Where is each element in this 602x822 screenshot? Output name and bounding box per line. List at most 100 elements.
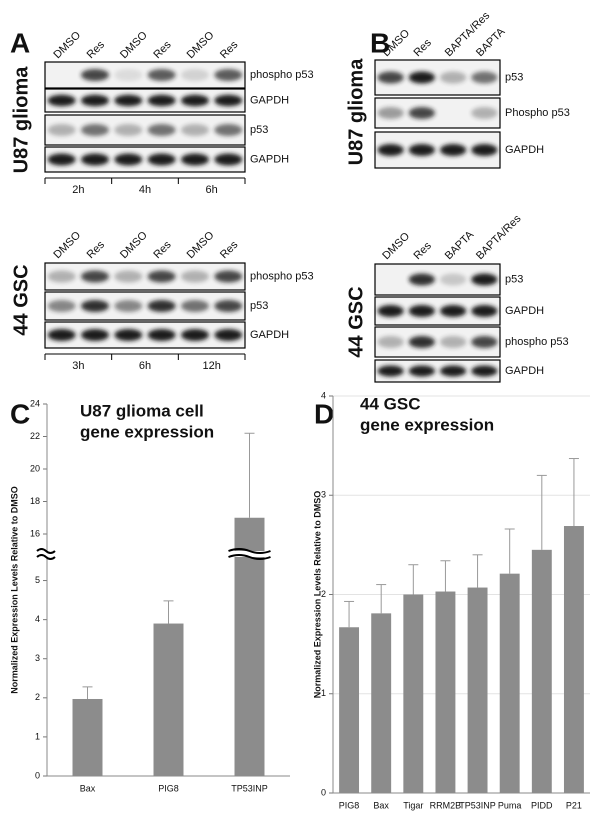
y-axis-label: Normalized Expression Levels Relative to… <box>9 486 19 694</box>
blot-strip <box>44 291 246 321</box>
blot-band <box>181 270 209 283</box>
lane-label: BAPTA <box>443 228 477 262</box>
lane-label: Res <box>218 239 241 262</box>
row-label: GAPDH <box>250 153 289 165</box>
blot-band <box>147 270 176 283</box>
row-label: Phospho p53 <box>505 107 570 119</box>
blot-band <box>408 273 435 286</box>
blot-band <box>214 329 243 341</box>
bar <box>153 623 184 776</box>
blot-band <box>181 94 209 107</box>
side-label: U87 glioma <box>10 66 32 174</box>
y-tick-label: 4 <box>321 390 326 400</box>
x-tick-label: PIDD <box>531 800 553 810</box>
row-label: GAPDH <box>505 365 544 377</box>
blot-band <box>440 305 467 317</box>
y-axis-label: Normalized Expression Levels Relative to… <box>312 491 322 699</box>
blot-band <box>408 71 435 84</box>
side-label: 44 GSC <box>10 264 32 335</box>
blot-band <box>377 305 404 317</box>
lane-label: BAPTA/Res <box>474 212 524 262</box>
time-label: 6h <box>206 184 218 196</box>
blot-band <box>81 94 109 107</box>
y-tick-label: 0 <box>35 770 40 780</box>
axis-break-mark <box>228 548 271 554</box>
blot-band <box>408 305 435 317</box>
blot-band <box>81 329 109 341</box>
blot-band <box>114 270 143 283</box>
blot-band <box>114 94 143 107</box>
time-label: 6h <box>139 360 151 372</box>
blot-band <box>147 300 176 312</box>
blot-band <box>81 124 109 136</box>
blot-strip <box>44 114 246 146</box>
lane-label: Res <box>151 239 174 262</box>
blot-band <box>147 329 176 341</box>
blot-band <box>471 144 498 156</box>
blot-band <box>81 153 109 166</box>
row-label: GAPDH <box>250 329 289 341</box>
bar <box>339 627 360 793</box>
bar <box>563 526 584 793</box>
blot-band <box>408 144 435 156</box>
row-label: p53 <box>250 124 268 136</box>
blot-band <box>408 365 435 377</box>
y-tick-label: 4 <box>35 614 40 624</box>
blot-band <box>408 107 435 119</box>
lane-label: Res <box>412 240 435 263</box>
blot-band <box>440 71 467 84</box>
blot-band <box>114 69 143 81</box>
x-tick-label: TP53INP <box>459 800 496 810</box>
blot-band <box>147 69 176 81</box>
y-tick-label: 3 <box>321 490 326 500</box>
bar <box>72 698 103 776</box>
blot-band <box>81 300 109 312</box>
bar <box>531 549 552 793</box>
blot-band <box>471 107 498 119</box>
blot-band <box>214 153 243 166</box>
axis-break-mark <box>228 554 271 560</box>
blot-band <box>47 270 76 283</box>
chart-title: gene expression <box>360 415 494 434</box>
blot-band <box>47 329 76 341</box>
blot-band <box>114 329 143 341</box>
blot-band <box>47 300 76 312</box>
blot-band <box>471 305 498 317</box>
side-label: 44 GSC <box>345 286 367 357</box>
chart-title: 44 GSC <box>360 394 420 413</box>
x-tick-label: PIG8 <box>158 783 179 793</box>
blot-strip <box>44 321 246 349</box>
row-label: GAPDH <box>505 305 544 317</box>
lane-label: DMSO <box>185 29 217 61</box>
x-tick-label: PIG8 <box>339 800 360 810</box>
x-tick-label: Bax <box>80 783 96 793</box>
blot-band <box>181 69 209 81</box>
row-label: phospho p53 <box>505 336 569 348</box>
bar <box>435 591 456 793</box>
y-tick-label: 20 <box>30 463 40 473</box>
y-tick-label: 18 <box>30 496 40 506</box>
blot-band <box>214 94 243 107</box>
y-tick-label: 2 <box>321 589 326 599</box>
blot-band <box>181 153 209 166</box>
y-tick-label: 5 <box>35 575 40 585</box>
blot-band <box>114 124 143 136</box>
time-label: 4h <box>139 184 151 196</box>
row-label: phospho p53 <box>250 270 314 282</box>
bar <box>403 594 424 793</box>
blot-band <box>440 144 467 156</box>
side-label: U87 glioma <box>345 58 367 166</box>
blot-band <box>377 144 404 156</box>
y-tick-label: 22 <box>30 431 40 441</box>
y-tick-label: 0 <box>321 787 326 797</box>
bar <box>234 517 265 776</box>
blot-band <box>214 270 243 283</box>
x-tick-label: P21 <box>566 800 582 810</box>
blot-band <box>147 124 176 136</box>
lane-label: Res <box>85 239 108 262</box>
blot-band <box>147 94 176 107</box>
blot-band <box>377 71 404 84</box>
blot-band <box>471 71 498 84</box>
blot-band <box>47 124 76 136</box>
axis-break-gap <box>228 551 271 557</box>
